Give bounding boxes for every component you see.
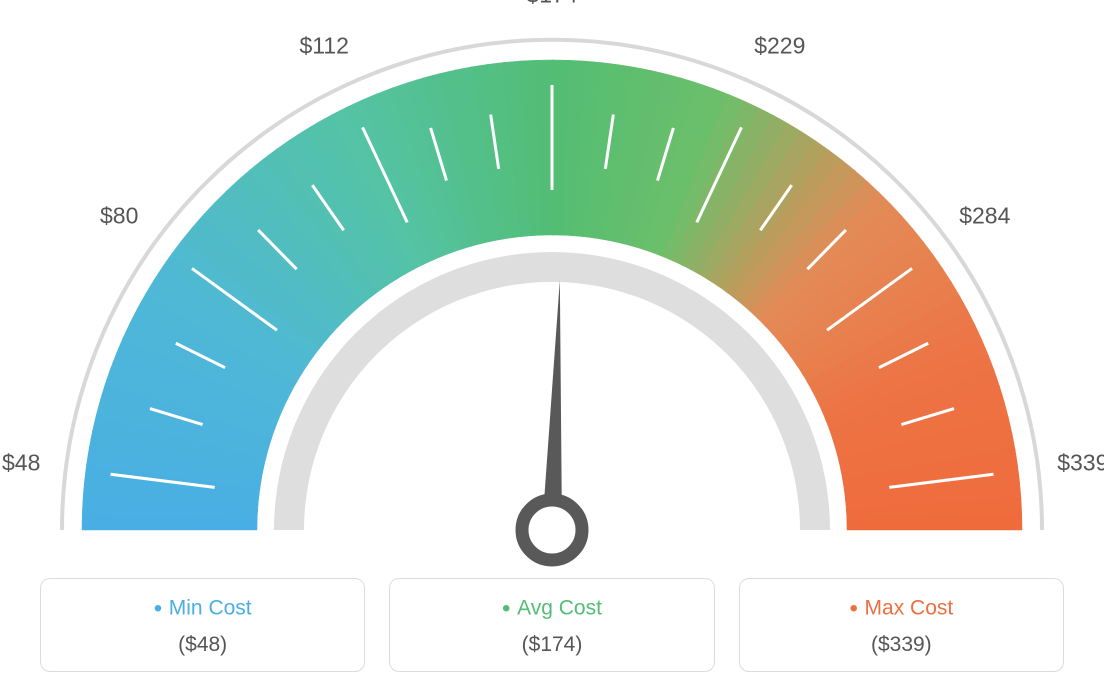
legend-label: Min Cost [51,595,354,623]
tick-label: $48 [2,449,40,476]
tick-label: $174 [526,0,577,9]
tick-label: $339 [1057,449,1104,476]
tick-label: $112 [299,32,348,59]
needle [542,280,562,530]
legend-row: Min Cost ($48) Avg Cost ($174) Max Cost ($339… [40,578,1064,672]
legend-value: ($174) [400,633,703,657]
gauge-svg [0,0,1104,570]
legend-value: ($339) [750,633,1053,657]
tick-label: $229 [754,32,805,59]
legend-box: Max Cost ($339) [739,578,1064,672]
tick-label: $284 [959,202,1010,229]
needle-hub [522,500,582,560]
cost-gauge-container: $48 $80 $112 $174 $229 $284 $339 Min Cost ($48)… [0,0,1104,690]
gauge-area: $48 $80 $112 $174 $229 $284 $339 [0,0,1104,570]
legend-label: Max Cost [750,595,1053,623]
legend-label: Avg Cost [400,595,703,623]
legend-value: ($48) [51,633,354,657]
tick-label: $80 [100,202,138,229]
legend-box: Min Cost ($48) [40,578,365,672]
legend-box: Avg Cost ($174) [389,578,714,672]
